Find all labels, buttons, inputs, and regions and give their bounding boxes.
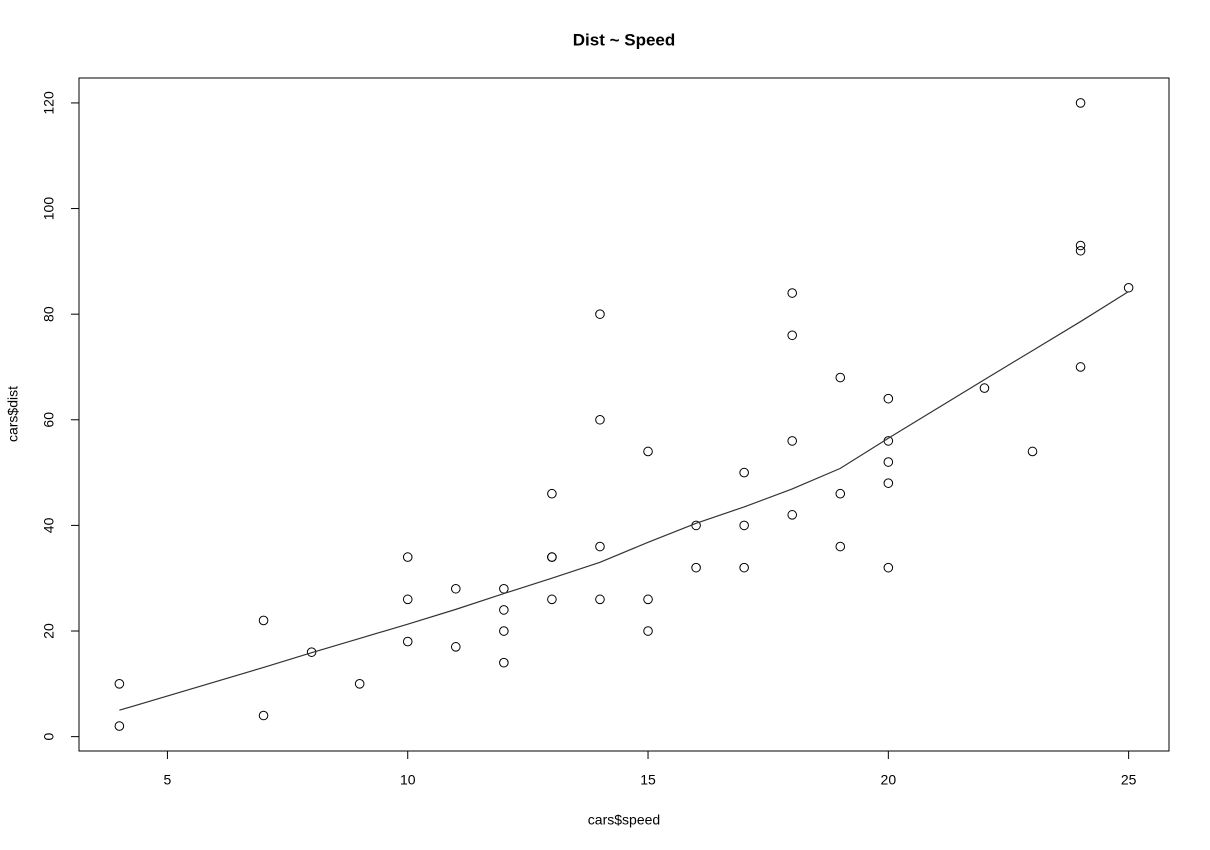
point: [306, 647, 317, 657]
point: [114, 721, 125, 731]
point: [739, 562, 749, 573]
point: [114, 679, 125, 689]
x-tick-label: 10: [400, 772, 416, 788]
point: [883, 478, 894, 488]
point: [883, 393, 894, 404]
point: [499, 626, 509, 636]
point: [547, 594, 557, 605]
point: [354, 679, 365, 689]
point: [258, 710, 269, 721]
plot-frame: [78, 77, 1170, 752]
point: [739, 520, 749, 531]
point: [595, 309, 605, 319]
point: [1123, 282, 1134, 293]
point: [835, 488, 846, 499]
point: [787, 436, 798, 446]
x-axis-label: cars$speed: [588, 812, 660, 828]
y-tick-label: 120: [41, 91, 57, 115]
point: [643, 446, 653, 457]
point: [979, 383, 990, 393]
point: [1075, 362, 1086, 372]
point: [499, 583, 509, 594]
point: [450, 642, 461, 652]
point: [402, 636, 413, 647]
point: [643, 626, 653, 636]
y-tick-label: 60: [41, 412, 57, 428]
y-tick-label: 0: [41, 733, 57, 741]
point: [739, 467, 749, 478]
x-tick-label: 25: [1121, 772, 1137, 788]
point: [595, 594, 605, 605]
y-tick-label: 20: [41, 623, 57, 639]
point: [835, 541, 846, 552]
point: [499, 657, 509, 668]
point: [787, 330, 798, 341]
point: [595, 414, 605, 425]
y-tick-label: 100: [41, 197, 57, 221]
point: [547, 552, 557, 562]
point: [1075, 98, 1086, 108]
y-tick-label: 80: [41, 306, 57, 322]
point: [1027, 446, 1038, 457]
point: [835, 372, 846, 383]
point: [787, 288, 798, 298]
point: [499, 605, 509, 615]
x-tick-label: 20: [881, 772, 897, 788]
point: [691, 562, 701, 573]
y-tick-label: 40: [41, 517, 57, 533]
point: [547, 488, 557, 499]
point: [258, 615, 269, 626]
point: [402, 594, 413, 605]
y-axis-label: cars$dist: [5, 386, 21, 442]
point: [883, 457, 894, 467]
point: [1075, 240, 1086, 251]
point: [450, 583, 461, 594]
point: [402, 552, 413, 562]
x-tick-label: 15: [640, 772, 656, 788]
chart-title: Dist ~ Speed: [573, 30, 676, 49]
point: [643, 594, 653, 605]
smooth-line: [119, 290, 1129, 711]
point: [1075, 245, 1086, 256]
x-tick-label: 5: [164, 772, 172, 788]
point: [883, 562, 894, 573]
point: [787, 510, 798, 520]
point: [595, 541, 605, 552]
